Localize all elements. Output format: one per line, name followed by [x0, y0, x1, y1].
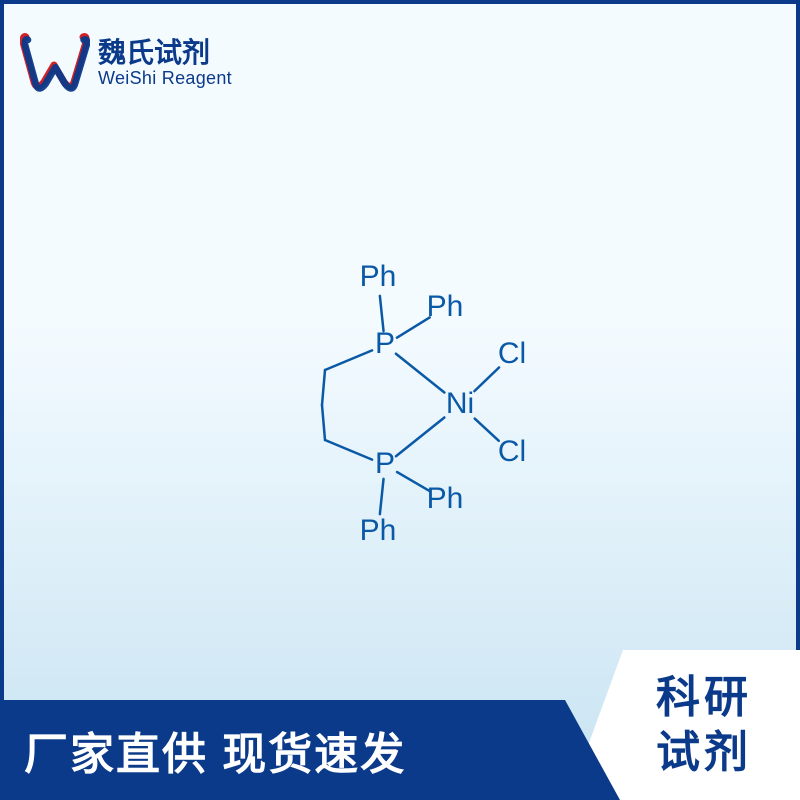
footer-left-text: 厂家直供 现货速发	[24, 718, 406, 782]
footer-right-line2: 试剂	[656, 725, 752, 780]
footer: 科研 试剂 厂家直供 现货速发	[0, 700, 800, 800]
chemical-structure: P P Ni Cl Cl Ph Ph Ph Ph	[250, 240, 550, 560]
footer-left-banner: 厂家直供 现货速发	[0, 700, 620, 800]
logo-mark-icon	[20, 28, 90, 98]
footer-right-line1: 科研	[656, 670, 752, 725]
svg-text:Cl: Cl	[498, 337, 526, 370]
logo-text-cn: 魏氏试剂	[98, 38, 232, 69]
brand-logo: 魏氏试剂 WeiShi Reagent	[20, 28, 232, 98]
svg-text:Ph: Ph	[360, 260, 397, 293]
svg-text:Ph: Ph	[427, 482, 464, 515]
svg-text:Ph: Ph	[427, 290, 464, 323]
logo-text-en: WeiShi Reagent	[98, 69, 232, 89]
logo-text: 魏氏试剂 WeiShi Reagent	[98, 38, 232, 89]
svg-text:P: P	[375, 327, 395, 360]
svg-text:P: P	[375, 447, 395, 480]
svg-text:Ph: Ph	[360, 514, 397, 547]
svg-text:Ni: Ni	[446, 387, 474, 420]
svg-text:Cl: Cl	[498, 435, 526, 468]
